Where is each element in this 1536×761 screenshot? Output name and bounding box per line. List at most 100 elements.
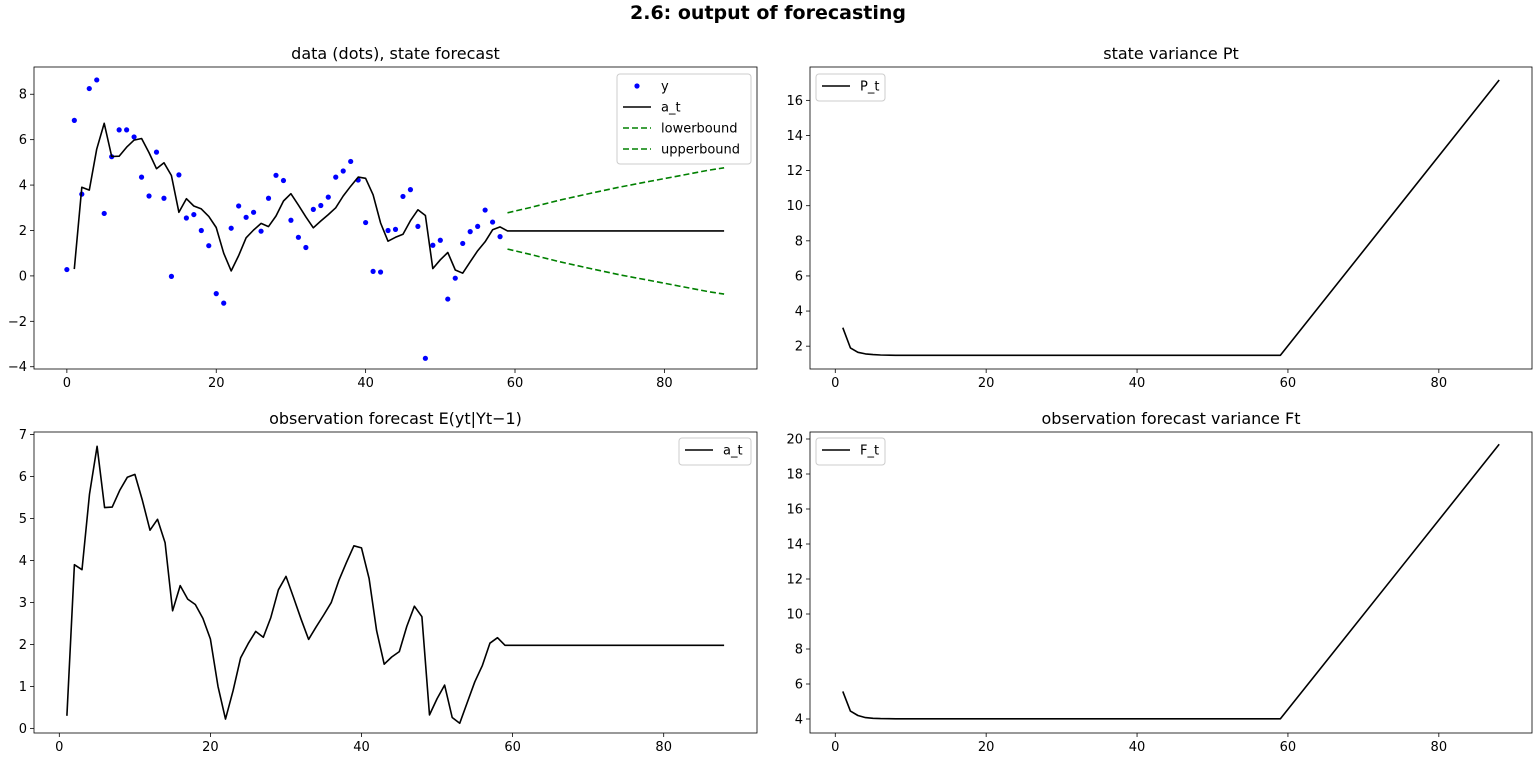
data-point-y bbox=[124, 127, 130, 133]
series-line-a_t bbox=[73, 122, 725, 275]
panel-observation-forecast: observation forecast E(yt|Yt−1)0 20 40 60 80… bbox=[19, 409, 758, 755]
data-point-y bbox=[280, 177, 287, 184]
y-tick-label: 14 bbox=[786, 129, 803, 144]
y-tick-label: 3 bbox=[19, 596, 27, 611]
y-tick-label: 18 bbox=[786, 468, 803, 483]
legend-box bbox=[815, 73, 886, 102]
series-line-a_t bbox=[66, 445, 725, 725]
y-tick-label: 6 bbox=[795, 678, 803, 693]
x-tick-label: 60 bbox=[507, 376, 524, 391]
data-point-y bbox=[370, 268, 376, 274]
y-tick-label: 6 bbox=[19, 470, 27, 485]
x-tick-label: 80 bbox=[1431, 740, 1448, 755]
data-point-y bbox=[250, 209, 257, 215]
legend-label-lowerbound: lowerbound bbox=[661, 122, 737, 137]
data-point-y bbox=[258, 228, 264, 234]
legend-label-a_t: a_t bbox=[661, 101, 681, 116]
plot-area bbox=[64, 77, 725, 361]
y-tick-label: 4 bbox=[795, 305, 803, 320]
plot-frame bbox=[33, 66, 758, 370]
data-point-y bbox=[131, 134, 137, 140]
data-point-y bbox=[94, 77, 100, 83]
data-point-y bbox=[482, 207, 488, 213]
plot-frame bbox=[809, 66, 1533, 370]
x-tick-label: 60 bbox=[504, 740, 521, 755]
data-point-y bbox=[146, 193, 152, 199]
data-point-y bbox=[198, 227, 204, 234]
data-point-y bbox=[228, 225, 234, 231]
y-tick-label: 14 bbox=[786, 538, 803, 553]
data-point-y bbox=[295, 234, 302, 240]
data-point-y bbox=[206, 243, 212, 249]
data-point-y bbox=[138, 174, 145, 180]
data-point-y bbox=[273, 172, 279, 178]
plot-area bbox=[66, 445, 725, 725]
data-point-y bbox=[288, 217, 294, 223]
data-point-y bbox=[191, 211, 197, 218]
y-tick-label: 4 bbox=[795, 713, 803, 728]
data-point-y bbox=[213, 291, 219, 297]
y-tick-label: 10 bbox=[786, 608, 803, 623]
data-point-y bbox=[475, 223, 481, 230]
data-point-y bbox=[400, 193, 406, 200]
data-point-y bbox=[467, 229, 473, 235]
data-point-y bbox=[243, 214, 249, 220]
legend: P_t bbox=[815, 73, 886, 102]
legend-box bbox=[678, 437, 752, 466]
x-tick-label: 0 bbox=[63, 376, 71, 391]
x-tick-label: 60 bbox=[1280, 376, 1297, 391]
y-tick-label: 6 bbox=[795, 269, 803, 284]
y-tick-label: 8 bbox=[795, 643, 803, 658]
legend-label-P_t: P_t bbox=[860, 80, 879, 95]
x-tick-label: 20 bbox=[202, 740, 219, 755]
data-point-y bbox=[392, 226, 399, 232]
x-tick-label: 20 bbox=[978, 376, 995, 391]
data-point-y bbox=[325, 194, 331, 200]
plot-frame bbox=[33, 431, 758, 734]
series-line-P_t bbox=[842, 79, 1500, 357]
x-tick-label: 60 bbox=[1280, 740, 1297, 755]
plot-area bbox=[842, 443, 1500, 720]
x-tick-label: 0 bbox=[831, 376, 839, 391]
data-point-y bbox=[415, 223, 421, 230]
legend-label-upperbound: upperbound bbox=[661, 143, 740, 158]
legend-box bbox=[616, 73, 752, 165]
data-point-y bbox=[221, 300, 227, 306]
data-point-y bbox=[445, 296, 451, 302]
y-tick-label: −2 bbox=[8, 315, 27, 330]
x-tick-label: 40 bbox=[1129, 376, 1146, 391]
data-point-y bbox=[310, 206, 316, 212]
figure-suptitle: 2.6: output of forecasting bbox=[630, 2, 906, 24]
data-point-y bbox=[265, 195, 272, 201]
panel-state-variance: state variance Pt 0 20 40 60 80 2 4 6 8 10 12 14 16 P_… bbox=[786, 44, 1533, 391]
legend: y a_t lowerbound upperbound bbox=[616, 73, 752, 165]
y-tick-label: 16 bbox=[786, 94, 803, 109]
data-point-y bbox=[407, 187, 414, 193]
data-point-y bbox=[64, 266, 70, 273]
x-tick-label: 0 bbox=[55, 740, 63, 755]
y-tick-label: 20 bbox=[786, 433, 803, 448]
y-tick-label: 16 bbox=[786, 503, 803, 518]
x-tick-label: 80 bbox=[656, 376, 673, 391]
y-tick-label: 1 bbox=[19, 680, 27, 695]
x-tick-label: 0 bbox=[831, 740, 839, 755]
panel-title: observation forecast E(yt|Yt−1) bbox=[269, 409, 522, 428]
y-tick-label: 2 bbox=[19, 638, 27, 653]
data-point-y bbox=[422, 355, 428, 361]
plot-frame bbox=[809, 431, 1533, 734]
legend-box bbox=[815, 437, 886, 466]
panel-title: state variance Pt bbox=[1103, 44, 1239, 63]
panel-title: observation forecast variance Ft bbox=[1042, 409, 1301, 428]
y-tick-label: 8 bbox=[795, 234, 803, 249]
y-tick-label: 8 bbox=[19, 88, 27, 103]
data-point-y bbox=[303, 244, 309, 251]
panel-title: data (dots), state forecast bbox=[291, 44, 500, 63]
data-point-y bbox=[168, 273, 175, 279]
x-tick-label: 40 bbox=[357, 376, 374, 391]
series-line-F_t bbox=[842, 443, 1500, 720]
y-tick-label: −4 bbox=[8, 360, 27, 375]
legend-label-a_t: a_t bbox=[723, 444, 743, 459]
x-tick-label: 80 bbox=[1431, 376, 1448, 391]
data-point-y bbox=[460, 240, 466, 247]
